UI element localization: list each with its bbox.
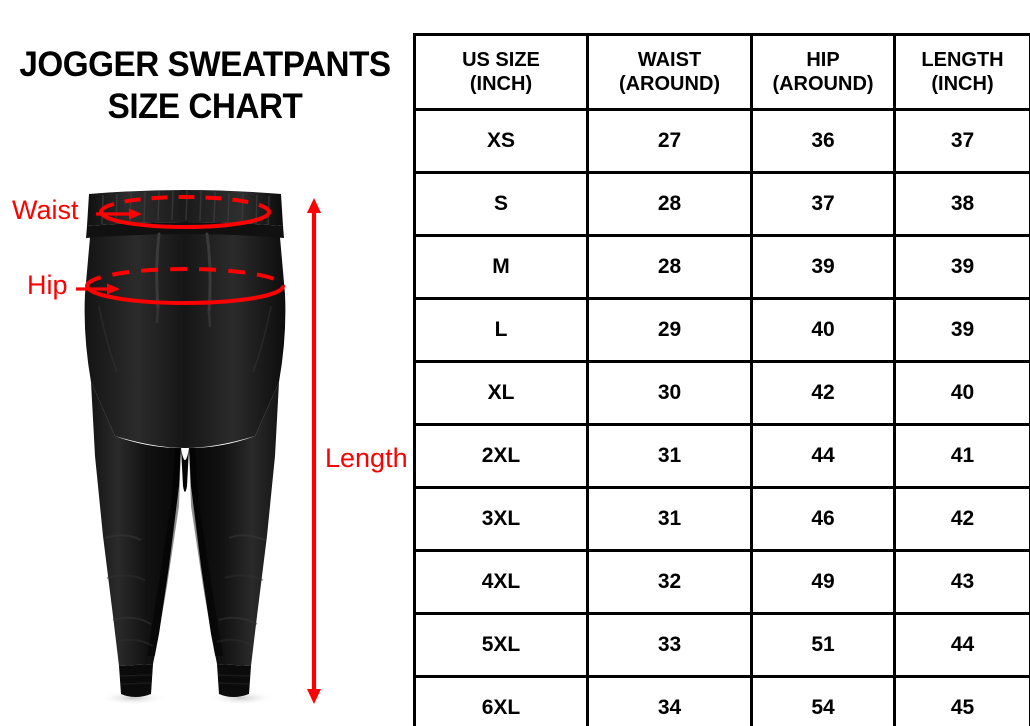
waist-label: Waist — [12, 195, 79, 225]
cell-waist: 32 — [586, 549, 753, 615]
cell-size: 4XL — [413, 549, 589, 615]
cell-size: L — [413, 297, 589, 363]
cell-waist: 33 — [586, 612, 753, 678]
cell-length: 39 — [893, 234, 1030, 300]
cell-length: 44 — [893, 612, 1030, 678]
cell-hip: 37 — [750, 171, 896, 237]
cell-hip: 46 — [750, 486, 896, 552]
title-line-1: JOGGER SWEATPANTS — [19, 45, 391, 84]
cell-size: 5XL — [413, 612, 589, 678]
column-header-hip-line1: HIP — [806, 49, 840, 71]
table-row: XL 30 42 40 — [413, 360, 1030, 426]
cell-waist: 31 — [586, 486, 753, 552]
waist-ellipse-dashed — [99, 195, 271, 213]
length-double-arrow-icon — [307, 198, 321, 704]
column-header-waist-line2: (AROUND) — [618, 73, 721, 95]
measurement-ellipses-overlay — [85, 195, 285, 305]
cell-waist: 28 — [586, 171, 753, 237]
column-header-waist: WAIST (AROUND) — [586, 33, 753, 111]
cell-waist: 34 — [586, 675, 753, 726]
table-header: US SIZE (INCH) WAIST (AROUND) HIP (AROUN… — [413, 33, 1030, 111]
table-row: M 28 39 39 — [413, 234, 1030, 300]
cell-size: S — [413, 171, 589, 237]
table-row: S 28 37 38 — [413, 171, 1030, 237]
cell-hip: 36 — [750, 108, 896, 174]
cell-hip: 40 — [750, 297, 896, 363]
cell-waist: 31 — [586, 423, 753, 489]
cell-length: 42 — [893, 486, 1030, 552]
size-chart-table-container: US SIZE (INCH) WAIST (AROUND) HIP (AROUN… — [413, 33, 1030, 726]
cell-length: 40 — [893, 360, 1030, 426]
column-header-hip-line2: (AROUND) — [772, 73, 874, 95]
length-label: Length — [325, 443, 408, 473]
cell-waist: 27 — [586, 108, 753, 174]
hip-arrow-icon — [76, 283, 120, 295]
table-row: XS 27 36 37 — [413, 108, 1030, 174]
hip-label: Hip — [27, 270, 68, 300]
cell-waist: 30 — [586, 360, 753, 426]
cell-size: XL — [413, 360, 589, 426]
waist-ellipse-solid — [99, 211, 271, 229]
cell-length: 37 — [893, 108, 1030, 174]
column-header-us-size-line2: (INCH) — [469, 73, 533, 95]
cell-hip: 39 — [750, 234, 896, 300]
column-header-waist-line1: WAIST — [637, 49, 702, 71]
cell-hip: 51 — [750, 612, 896, 678]
cell-size: 3XL — [413, 486, 589, 552]
table-row: 6XL 34 54 45 — [413, 675, 1030, 726]
cell-hip: 44 — [750, 423, 896, 489]
table-row: 5XL 33 51 44 — [413, 612, 1030, 678]
table-row: 2XL 31 44 41 — [413, 423, 1030, 489]
hip-ellipse-dashed — [85, 267, 285, 287]
table-row: L 29 40 39 — [413, 297, 1030, 363]
cell-hip: 49 — [750, 549, 896, 615]
hip-ellipse-solid — [85, 285, 285, 305]
table-body: XS 27 36 37 S 28 37 38 M 28 39 39 L 29 40 39 XL 30 42 40 2XL… — [413, 108, 1030, 726]
cell-waist: 29 — [586, 297, 753, 363]
column-header-length-line1: LENGTH — [921, 49, 1004, 71]
cell-size: 6XL — [413, 675, 589, 726]
column-header-us-size-line1: US SIZE — [462, 49, 540, 71]
table-row: 4XL 32 49 43 — [413, 549, 1030, 615]
column-header-hip: HIP (AROUND) — [750, 33, 896, 111]
cell-hip: 54 — [750, 675, 896, 726]
cell-hip: 42 — [750, 360, 896, 426]
waist-arrow-icon — [96, 208, 142, 220]
cell-size: 2XL — [413, 423, 589, 489]
table-row: 3XL 31 46 42 — [413, 486, 1030, 552]
column-header-length-line2: (INCH) — [931, 73, 994, 95]
page-title: JOGGER SWEATPANTS SIZE CHART — [0, 44, 410, 128]
cell-length: 38 — [893, 171, 1030, 237]
cell-length: 41 — [893, 423, 1030, 489]
cell-waist: 28 — [586, 234, 753, 300]
cell-size: XS — [413, 108, 589, 174]
table-header-row: US SIZE (INCH) WAIST (AROUND) HIP (AROUN… — [413, 33, 1030, 111]
cell-size: M — [413, 234, 589, 300]
column-header-us-size: US SIZE (INCH) — [413, 33, 589, 111]
cell-length: 43 — [893, 549, 1030, 615]
title-line-2: SIZE CHART — [107, 87, 303, 126]
size-chart-table: US SIZE (INCH) WAIST (AROUND) HIP (AROUN… — [413, 33, 1030, 726]
cell-length: 39 — [893, 297, 1030, 363]
cell-length: 45 — [893, 675, 1030, 726]
column-header-length: LENGTH (INCH) — [893, 33, 1030, 111]
